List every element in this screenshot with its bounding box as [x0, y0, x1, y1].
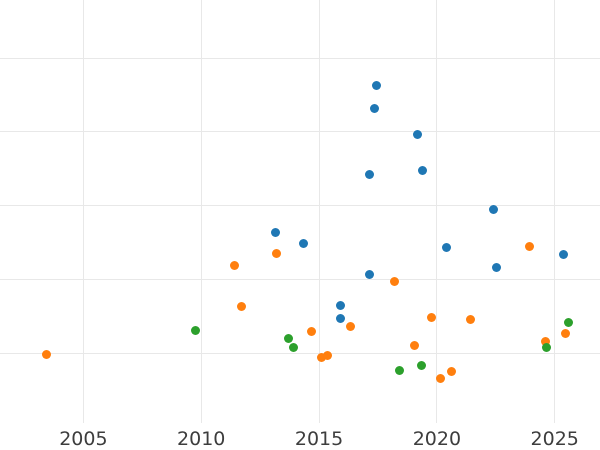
data-point-blue: [491, 263, 501, 273]
x-tick-label-2005: 2005: [59, 428, 108, 450]
data-point-orange: [237, 301, 247, 311]
data-point-orange: [345, 321, 355, 331]
horizontal-gridline: [0, 205, 600, 207]
vertical-gridline: [318, 0, 320, 423]
x-tick-label-2025: 2025: [530, 428, 579, 450]
data-point-blue: [370, 104, 380, 114]
data-point-blue: [442, 243, 452, 253]
x-tick-label-2010: 2010: [177, 428, 226, 450]
horizontal-gridline: [0, 57, 600, 59]
data-point-orange: [524, 242, 534, 252]
data-point-blue: [336, 314, 346, 324]
data-point-green: [394, 366, 404, 376]
vertical-gridline: [200, 0, 202, 423]
data-point-orange: [540, 336, 550, 346]
data-point-blue: [372, 80, 382, 90]
data-point-orange: [390, 277, 400, 287]
data-point-orange: [323, 351, 333, 360]
data-point-orange: [409, 340, 419, 350]
data-point-orange: [426, 313, 436, 323]
horizontal-gridline: [0, 279, 600, 280]
vertical-gridline: [436, 0, 438, 423]
horizontal-gridline: [0, 353, 600, 355]
data-point-orange: [465, 314, 475, 324]
x-tick-label-2015: 2015: [294, 428, 344, 450]
data-point-orange: [316, 353, 326, 362]
data-point-orange: [272, 249, 282, 259]
horizontal-gridline: [0, 131, 600, 133]
data-point-green: [288, 342, 298, 352]
data-point-green: [417, 361, 427, 371]
data-point-green: [563, 317, 573, 327]
data-point-blue: [299, 238, 309, 248]
data-point-orange: [230, 260, 240, 270]
data-point-blue: [270, 227, 280, 237]
data-point-orange: [447, 367, 457, 377]
data-point-green: [190, 325, 200, 335]
vertical-gridline: [554, 0, 556, 423]
x-tick-label-2020: 2020: [412, 428, 462, 450]
data-point-blue: [417, 166, 427, 175]
data-point-blue: [413, 129, 423, 139]
vertical-gridline: [82, 0, 84, 423]
data-point-blue: [335, 300, 345, 310]
data-point-green: [283, 333, 293, 343]
data-point-blue: [559, 250, 569, 260]
data-point-orange: [436, 374, 446, 384]
data-point-orange: [307, 326, 317, 336]
data-point-blue: [489, 204, 499, 214]
data-point-orange: [560, 328, 570, 338]
data-point-green: [541, 342, 551, 352]
data-point-orange: [42, 349, 52, 359]
data-point-blue: [364, 270, 374, 279]
data-point-blue: [364, 169, 374, 179]
